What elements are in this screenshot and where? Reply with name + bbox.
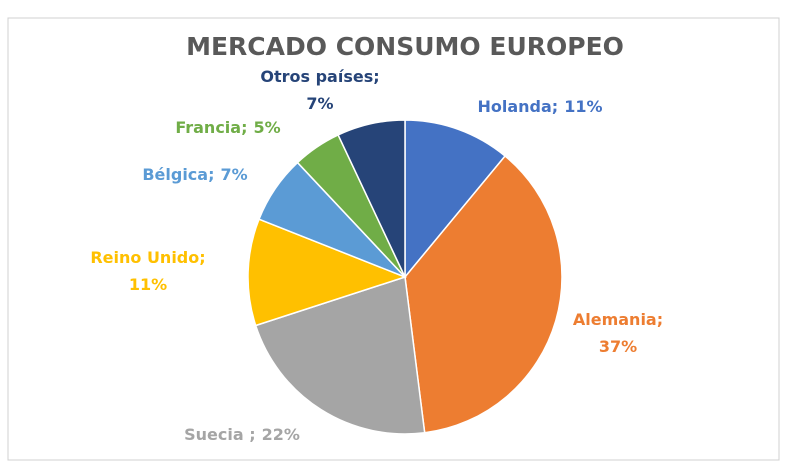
label-category: Reino Unido; (90, 248, 205, 267)
label-value: 22% (262, 425, 300, 444)
label-category: Alemania; (573, 310, 663, 329)
chart-title: MERCADO CONSUMO EUROPEO (186, 32, 624, 61)
data-label: Reino Unido; 11% (90, 248, 205, 294)
label-category: Holanda; (478, 97, 559, 116)
pie-slice (247, 218, 408, 327)
label-category: Bélgica; (142, 165, 214, 184)
data-label: Otros países; 7% (260, 67, 379, 113)
label-value: 11% (129, 275, 167, 294)
label-value: 5% (253, 118, 280, 137)
data-label: Suecia ; 22% (184, 425, 300, 444)
pie-slice (254, 276, 426, 435)
label-category: Suecia ; (184, 425, 256, 444)
label-category: Francia; (175, 118, 247, 137)
pie-slice (337, 119, 406, 278)
data-label: Alemania; 37% (573, 310, 663, 356)
label-category: Otros países; (260, 67, 379, 86)
label-value: 7% (220, 165, 247, 184)
pie-slice (404, 154, 563, 434)
data-label: Holanda; 11% (478, 97, 603, 116)
data-label: Francia; 5% (175, 118, 280, 137)
label-value: 11% (564, 97, 602, 116)
data-label: Bélgica; 7% (142, 165, 247, 184)
label-value: 7% (306, 94, 333, 113)
pie-slice (404, 119, 507, 280)
label-value: 37% (599, 337, 637, 356)
